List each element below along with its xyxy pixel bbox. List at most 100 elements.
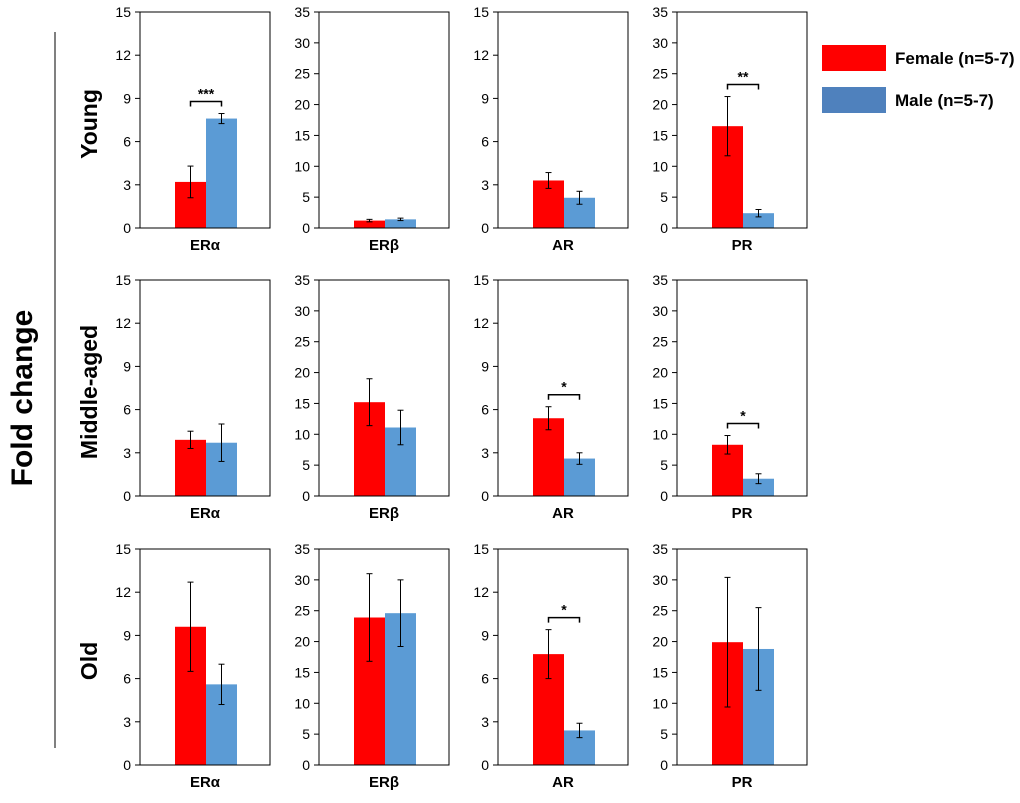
significance-bracket bbox=[726, 422, 760, 429]
legend-label-female: Female (n=5-7) bbox=[895, 49, 1015, 68]
panel: 0 5 10 15 20 25 30 35 PR bbox=[652, 541, 808, 791]
legend-label-male: Male (n=5-7) bbox=[895, 91, 994, 110]
panel: 0 3 6 9 12 15 *** ERα bbox=[115, 4, 271, 254]
category-label: PR bbox=[732, 774, 753, 791]
panel-frame bbox=[676, 11, 808, 229]
bar-male bbox=[385, 219, 416, 228]
y-tick-label: 0 bbox=[481, 220, 489, 236]
y-tick-label: 6 bbox=[123, 402, 131, 418]
y-tick-label: 25 bbox=[652, 603, 668, 619]
panel-frame bbox=[139, 11, 271, 229]
bar-female bbox=[354, 220, 385, 228]
y-tick-label: 15 bbox=[652, 664, 668, 680]
y-tick-label: 5 bbox=[660, 726, 668, 742]
y-tick-label: 35 bbox=[294, 272, 310, 288]
y-tick-label: 5 bbox=[302, 726, 310, 742]
significance-bracket bbox=[547, 616, 581, 623]
y-tick-label: 0 bbox=[302, 488, 310, 504]
panel: 0 3 6 9 12 15 * AR bbox=[473, 272, 629, 522]
panel-frame bbox=[139, 548, 271, 766]
panel: 0 3 6 9 12 15 AR bbox=[473, 4, 629, 254]
y-tick-label: 0 bbox=[660, 757, 668, 773]
y-tick-label: 5 bbox=[660, 457, 668, 473]
category-label: ERα bbox=[190, 774, 221, 791]
y-tick-label: 0 bbox=[481, 757, 489, 773]
y-tick-label: 25 bbox=[652, 334, 668, 350]
bar-male bbox=[206, 118, 237, 228]
panel-frame bbox=[497, 11, 629, 229]
y-tick-label: 5 bbox=[302, 189, 310, 205]
y-tick-label: 6 bbox=[481, 671, 489, 687]
bar-female bbox=[533, 418, 564, 496]
panel-frame bbox=[139, 279, 271, 497]
y-tick-label: 30 bbox=[652, 35, 668, 51]
panel-frame bbox=[497, 279, 629, 497]
y-tick-label: 12 bbox=[473, 47, 489, 63]
panel-frame bbox=[318, 279, 450, 497]
y-tick-label: 15 bbox=[294, 664, 310, 680]
y-tick-label: 12 bbox=[115, 47, 131, 63]
panel: 0 5 10 15 20 25 30 35 ** PR bbox=[652, 4, 808, 254]
y-tick-label: 10 bbox=[294, 695, 310, 711]
y-tick-label: 20 bbox=[652, 634, 668, 650]
panel: 0 5 10 15 20 25 30 35 * PR bbox=[652, 272, 808, 522]
y-tick-label: 15 bbox=[652, 127, 668, 143]
y-tick-label: 30 bbox=[294, 572, 310, 588]
y-tick-label: 9 bbox=[481, 90, 489, 106]
y-tick-label: 3 bbox=[481, 445, 489, 461]
y-tick-label: 3 bbox=[481, 177, 489, 193]
category-label: ERα bbox=[190, 237, 221, 254]
y-tick-label: 0 bbox=[660, 220, 668, 236]
y-tick-label: 25 bbox=[294, 334, 310, 350]
y-tick-label: 3 bbox=[123, 714, 131, 730]
y-tick-label: 30 bbox=[652, 303, 668, 319]
legend: Female (n=5-7) Male (n=5-7) bbox=[822, 45, 1015, 113]
panel-frame bbox=[497, 548, 629, 766]
y-tick-label: 5 bbox=[302, 457, 310, 473]
legend-swatch-male bbox=[822, 87, 886, 113]
y-tick-label: 5 bbox=[660, 189, 668, 205]
y-tick-label: 15 bbox=[294, 395, 310, 411]
panel: 0 5 10 15 20 25 30 35 ERβ bbox=[294, 541, 450, 791]
category-label: PR bbox=[732, 505, 753, 522]
row-label: Young bbox=[76, 89, 102, 159]
panel: 0 3 6 9 12 15 ERα bbox=[115, 272, 271, 522]
bar-male bbox=[743, 213, 774, 228]
y-tick-label: 10 bbox=[294, 158, 310, 174]
y-tick-label: 30 bbox=[294, 35, 310, 51]
y-tick-label: 35 bbox=[294, 4, 310, 20]
significance-bracket bbox=[189, 100, 223, 107]
significance-label: * bbox=[561, 379, 567, 395]
y-tick-label: 25 bbox=[294, 66, 310, 82]
significance-label: ** bbox=[738, 69, 749, 85]
bar-female bbox=[175, 439, 206, 496]
y-tick-label: 0 bbox=[481, 488, 489, 504]
y-tick-label: 3 bbox=[481, 714, 489, 730]
panel: 0 5 10 15 20 25 30 35 ERβ bbox=[294, 4, 450, 254]
category-label: ERβ bbox=[369, 237, 399, 254]
y-tick-label: 35 bbox=[294, 541, 310, 557]
y-tick-label: 10 bbox=[652, 158, 668, 174]
y-tick-label: 6 bbox=[481, 134, 489, 150]
category-label: ERβ bbox=[369, 774, 399, 791]
y-tick-label: 25 bbox=[652, 66, 668, 82]
category-label: AR bbox=[552, 774, 574, 791]
legend-swatch-female bbox=[822, 45, 886, 71]
panel: 0 5 10 15 20 25 30 35 ERβ bbox=[294, 272, 450, 522]
y-tick-label: 3 bbox=[123, 177, 131, 193]
y-tick-label: 9 bbox=[123, 358, 131, 374]
y-tick-label: 35 bbox=[652, 272, 668, 288]
panel-frame bbox=[318, 11, 450, 229]
category-label: AR bbox=[552, 237, 574, 254]
panel-frame bbox=[676, 279, 808, 497]
panels: Young03691215***ERα05101520253035ERβ0369… bbox=[76, 4, 808, 791]
y-tick-label: 0 bbox=[302, 220, 310, 236]
y-tick-label: 12 bbox=[473, 315, 489, 331]
y-tick-label: 20 bbox=[652, 365, 668, 381]
panel: 0 3 6 9 12 15 * AR bbox=[473, 541, 629, 791]
significance-label: * bbox=[740, 408, 746, 424]
significance-label: * bbox=[561, 602, 567, 618]
category-label: ERβ bbox=[369, 505, 399, 522]
y-tick-label: 20 bbox=[294, 634, 310, 650]
